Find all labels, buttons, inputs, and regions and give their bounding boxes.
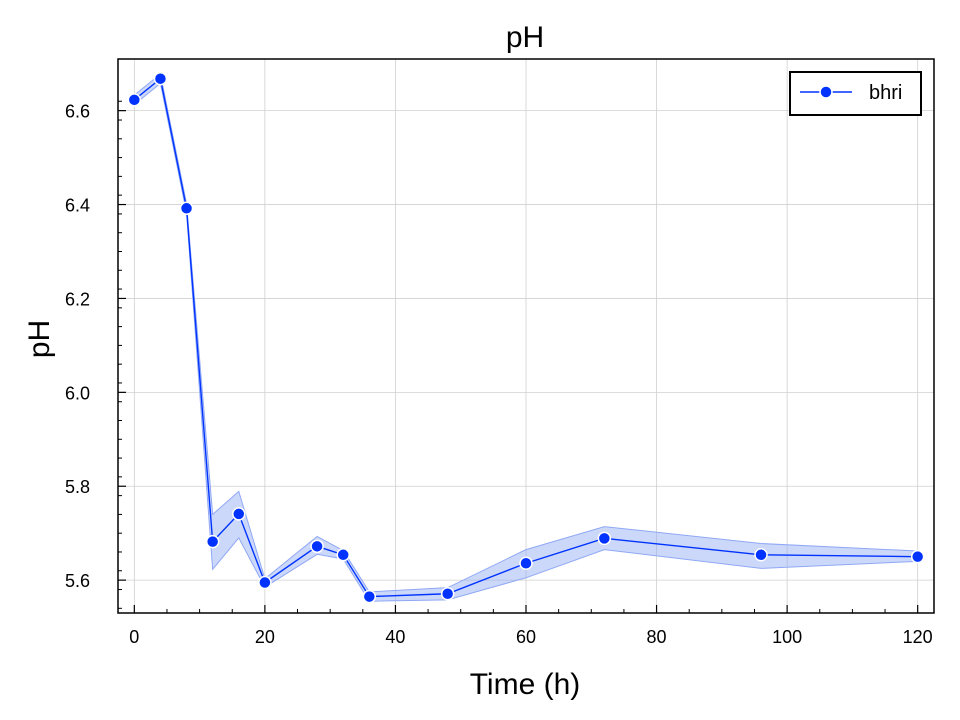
y-tick-label-5: 6.6 [65,102,90,122]
x-tick-label-3: 60 [516,627,536,647]
data-point-0-13 [910,549,925,564]
data-point-0-10 [519,556,533,570]
legend: bhri [789,71,922,116]
y-tick-label-2: 6.0 [65,383,90,403]
data-point-0-1 [153,71,168,86]
y-axis-label: pH [23,320,56,358]
x-tick-label-5: 100 [772,627,802,647]
x-axis-ticks: 0 20 40 60 80 100 120 [129,605,933,647]
data-point-0-2 [179,201,194,216]
data-points-layer [127,71,925,604]
x-axis-label: Time (h) [470,668,581,701]
x-tick-label-0: 0 [129,627,139,647]
data-point-0-12 [754,548,768,562]
y-tick-label-1: 5.8 [65,477,90,497]
data-point-0-6 [310,539,324,554]
series-line-layer [133,77,918,598]
data-point-0-11 [597,531,612,546]
data-point-0-5 [258,575,272,590]
data-point-0-8 [362,589,377,604]
y-axis-ticks: 5.6 5.8 6.0 6.2 6.4 6.6 [65,100,126,609]
data-point-0-9 [440,587,455,601]
data-point-0-3 [205,534,220,549]
chart-title: pH [506,21,544,54]
y-tick-label-4: 6.4 [65,196,90,216]
legend-point-marker [819,85,833,99]
x-tick-label-6: 120 [903,627,933,647]
legend-box [789,71,922,116]
legend-label: bhri [869,82,902,104]
data-point-0-4 [232,507,246,521]
data-point-0-7 [336,548,350,562]
data-point-0-0 [127,93,142,107]
series-line-0 [133,77,918,598]
x-tick-label-2: 40 [385,627,405,647]
x-tick-label-1: 20 [255,627,275,647]
x-tick-label-4: 80 [647,627,667,647]
y-tick-label-3: 6.2 [65,289,90,309]
y-tick-label-0: 5.6 [65,571,90,591]
